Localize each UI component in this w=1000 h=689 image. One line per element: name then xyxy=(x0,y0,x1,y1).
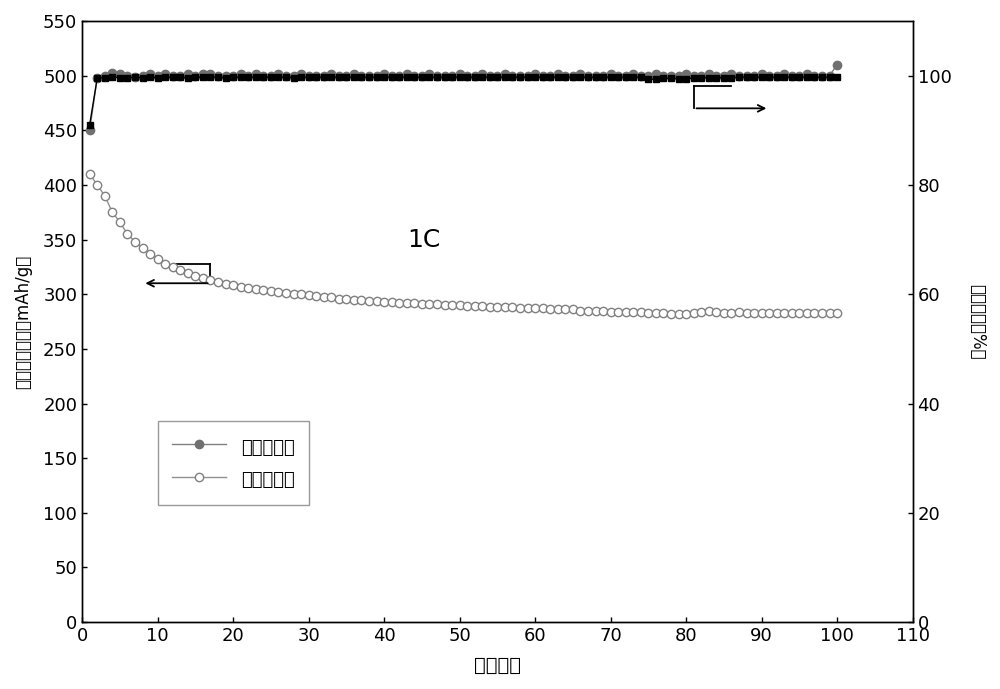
放电比容量 xyxy=(778,309,790,317)
充电比容量 xyxy=(227,72,239,80)
放电比容量 xyxy=(257,286,269,294)
充电比容量 xyxy=(831,61,843,69)
Legend: 充电比容量, 放电比容量: 充电比容量, 放电比容量 xyxy=(158,421,309,505)
Y-axis label: 库伦效率（%）: 库伦效率（%） xyxy=(968,284,986,360)
放电比容量 xyxy=(469,302,481,310)
放电比容量 xyxy=(227,281,239,289)
充电比容量 xyxy=(84,126,96,134)
放电比容量 xyxy=(665,310,677,318)
放电比容量 xyxy=(84,169,96,178)
充电比容量 xyxy=(469,72,481,80)
Text: 1C: 1C xyxy=(407,227,440,251)
充电比容量 xyxy=(257,72,269,80)
Line: 放电比容量: 放电比容量 xyxy=(85,169,841,318)
放电比容量 xyxy=(831,309,843,317)
放电比容量 xyxy=(529,305,541,313)
放电比容量 xyxy=(801,309,813,317)
Y-axis label: 充放电比容量（mAh/g）: 充放电比容量（mAh/g） xyxy=(14,254,32,389)
充电比容量 xyxy=(529,70,541,79)
X-axis label: 循环次数: 循环次数 xyxy=(474,656,521,675)
充电比容量 xyxy=(771,72,783,80)
充电比容量 xyxy=(793,72,805,80)
Line: 充电比容量: 充电比容量 xyxy=(85,61,841,134)
